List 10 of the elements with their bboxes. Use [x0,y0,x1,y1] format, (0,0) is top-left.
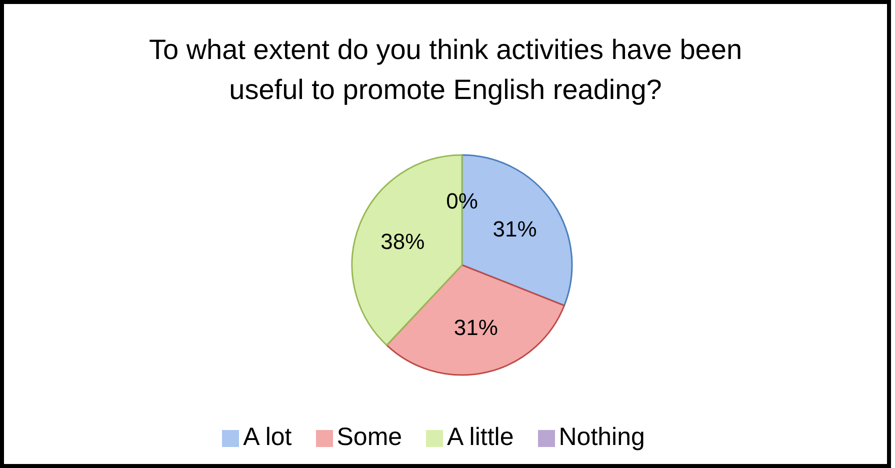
data-label: 38% [380,229,425,254]
legend-label: A lot [243,423,292,451]
data-label: 31% [454,314,498,340]
legend-label: A little [447,423,514,451]
legend-label: Nothing [558,423,645,451]
data-label: 31% [492,216,537,242]
pie-slice [386,264,566,376]
legend-label: Some [336,423,402,451]
chart-title: To what extent do you think activities have been useful to promote English reading? [148,33,744,107]
text: 0% [446,188,478,214]
